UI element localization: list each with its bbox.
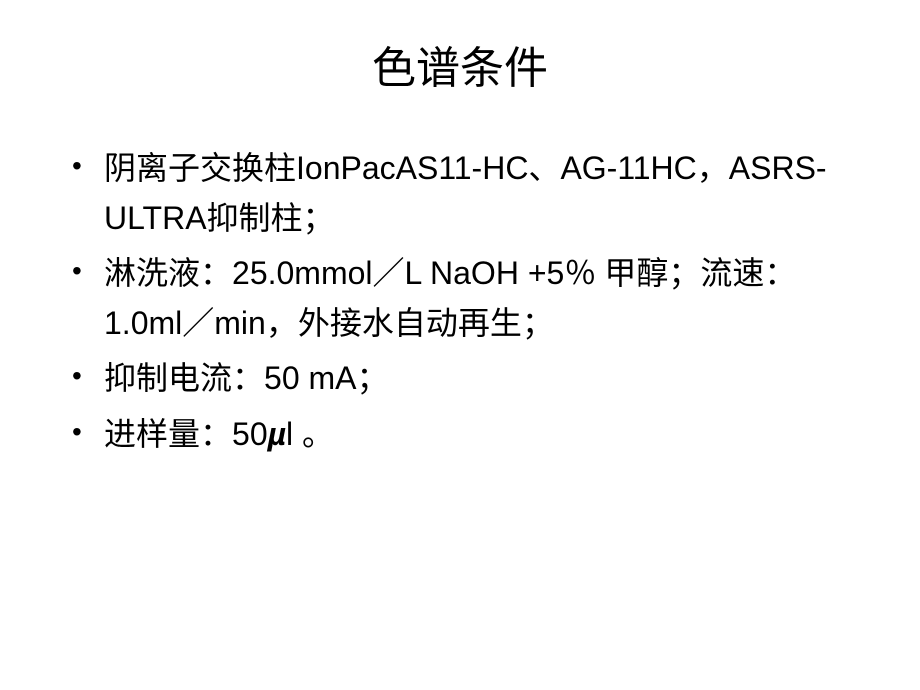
- list-item: 抑制电流：50 mA；: [72, 354, 872, 404]
- text-run: ％ 甲醇；流速：: [564, 255, 796, 291]
- text-run: µ: [268, 416, 286, 452]
- list-item: 淋洗液：25.0mmol／L NaOH +5％ 甲醇；流速： 1.0ml／min，…: [72, 249, 872, 348]
- text-run: 、: [528, 150, 560, 186]
- bullet-list: 阴离子交换柱IonPacAS11-HC、AG-11HC，ASRS-ULTRA抑制…: [48, 144, 872, 460]
- text-run: 进样量：: [104, 416, 232, 452]
- list-item: 进样量：50µl 。: [72, 410, 872, 460]
- text-run: l: [286, 416, 302, 452]
- text-run: 25.0mmol／L NaOH +5: [232, 255, 564, 291]
- text-run: 淋洗液：: [104, 255, 232, 291]
- text-run: 抑制柱；: [207, 200, 335, 236]
- text-run: 阴离子交换柱: [104, 150, 296, 186]
- text-run: ，: [697, 150, 729, 186]
- text-run: 。: [302, 416, 334, 452]
- text-run: 抑制电流：: [104, 360, 264, 396]
- text-run: 50: [232, 416, 268, 452]
- slide-title: 色谱条件: [48, 32, 872, 96]
- text-run: AG-11HC: [560, 150, 696, 186]
- text-run: IonPacAS11-HC: [296, 150, 528, 186]
- list-item: 阴离子交换柱IonPacAS11-HC、AG-11HC，ASRS-ULTRA抑制…: [72, 144, 872, 243]
- text-run: 1.0ml／min: [104, 305, 266, 341]
- slide-container: 色谱条件 阴离子交换柱IonPacAS11-HC、AG-11HC，ASRS-UL…: [0, 0, 920, 690]
- text-run: ；: [357, 360, 389, 396]
- text-run: ，外接水自动再生；: [266, 305, 554, 341]
- text-run: 50 mA: [264, 360, 356, 396]
